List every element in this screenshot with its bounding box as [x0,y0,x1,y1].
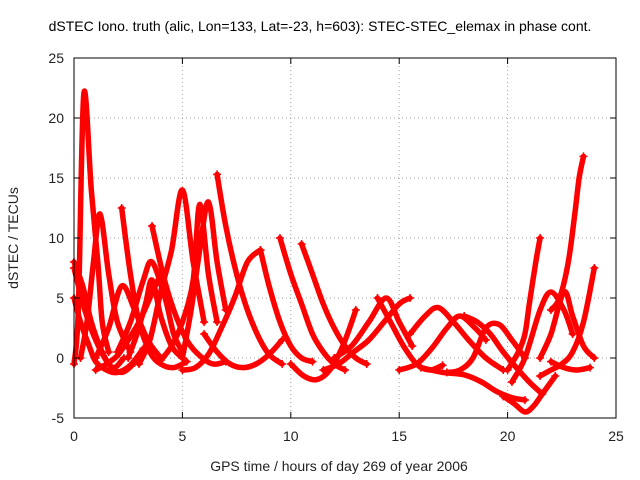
x-tick-label: 10 [283,428,299,444]
y-tick-label: 15 [48,170,64,186]
x-axis-label: GPS time / hours of day 269 of year 2006 [210,458,468,474]
x-tick-label: 25 [608,428,624,444]
series-line-pass-31 [508,238,540,370]
y-tick-label: 5 [56,290,64,306]
x-tick-label: 15 [391,428,407,444]
y-axis-label: dSTEC / TECUs [5,187,21,289]
x-tick-label: 0 [70,428,78,444]
y-tick-label: 25 [48,50,64,66]
data-series [70,91,598,412]
series-line-pass-34 [551,156,584,310]
series-line-pass-19 [280,238,345,370]
series-line-pass-20 [302,244,367,364]
y-tick-label: 20 [48,110,64,126]
chart: dSTEC Iono. truth (alic, Lon=133, Lat=-2… [0,0,640,480]
x-tick-label: 20 [500,428,516,444]
chart-title: dSTEC Iono. truth (alic, Lon=133, Lat=-2… [49,18,592,34]
y-tick-label: 10 [48,230,64,246]
series-line-pass-15 [217,174,282,364]
series-line-pass-23 [334,298,412,358]
series-line-pass-29 [421,368,525,400]
y-tick-label: 0 [56,350,64,366]
y-tick-label: -5 [52,410,65,426]
x-tick-label: 5 [179,428,187,444]
